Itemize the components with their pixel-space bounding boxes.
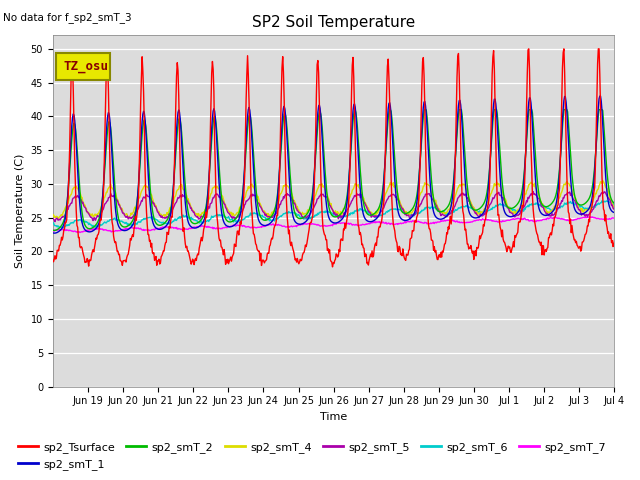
sp2_smT_7	[246, 225, 254, 231]
Text: No data for f_sp2_smT_3: No data for f_sp2_smT_3	[3, 12, 132, 23]
sp2_smT_4	[54, 216, 61, 222]
sp2_smT_6	[58, 225, 66, 231]
Line: sp2_smT_7: sp2_smT_7	[52, 217, 614, 232]
sp2_smT_2	[49, 228, 56, 233]
sp2_smT_4	[246, 182, 254, 188]
sp2_Tsurface	[49, 257, 56, 263]
Legend: sp2_Tsurface, sp2_smT_1, sp2_smT_2, sp2_smT_4, sp2_smT_5, sp2_smT_6, sp2_smT_7: sp2_Tsurface, sp2_smT_1, sp2_smT_2, sp2_…	[13, 438, 611, 474]
sp2_smT_2	[386, 107, 394, 112]
sp2_smT_1	[116, 225, 124, 230]
sp2_smT_7	[268, 222, 276, 228]
sp2_smT_4	[599, 178, 607, 183]
sp2_smT_5	[529, 189, 537, 194]
sp2_smT_4	[392, 189, 400, 194]
sp2_Tsurface	[115, 252, 122, 258]
Line: sp2_smT_2: sp2_smT_2	[52, 109, 614, 230]
sp2_smT_1	[268, 219, 276, 225]
sp2_smT_2	[246, 114, 254, 120]
sp2_smT_1	[424, 136, 431, 142]
sp2_smT_2	[116, 219, 124, 225]
sp2_Tsurface	[424, 211, 431, 217]
sp2_smT_4	[611, 206, 618, 212]
Line: sp2_smT_4: sp2_smT_4	[52, 180, 614, 219]
sp2_smT_5	[219, 198, 227, 204]
sp2_smT_5	[611, 207, 618, 213]
Line: sp2_smT_6: sp2_smT_6	[52, 201, 614, 228]
sp2_smT_1	[51, 230, 58, 236]
sp2_smT_1	[596, 93, 604, 99]
sp2_smT_4	[268, 209, 276, 215]
sp2_smT_1	[49, 230, 56, 236]
sp2_smT_6	[392, 207, 400, 213]
sp2_smT_2	[393, 185, 401, 191]
sp2_smT_4	[219, 193, 227, 199]
sp2_smT_4	[116, 201, 124, 207]
sp2_smT_7	[76, 229, 84, 235]
sp2_smT_7	[49, 228, 56, 234]
sp2_smT_6	[116, 218, 124, 224]
sp2_Tsurface	[267, 238, 275, 243]
sp2_smT_1	[219, 216, 227, 221]
Line: sp2_smT_1: sp2_smT_1	[52, 96, 614, 233]
sp2_smT_5	[49, 215, 56, 221]
Line: sp2_Tsurface: sp2_Tsurface	[52, 49, 614, 267]
sp2_smT_7	[424, 220, 431, 226]
sp2_Tsurface	[392, 238, 400, 244]
Line: sp2_smT_5: sp2_smT_5	[52, 192, 614, 222]
sp2_smT_6	[268, 218, 276, 224]
sp2_smT_7	[219, 225, 227, 231]
sp2_smT_5	[424, 191, 431, 197]
sp2_smT_4	[424, 181, 431, 187]
sp2_smT_2	[51, 228, 58, 233]
sp2_smT_7	[586, 214, 593, 220]
sp2_smT_2	[268, 213, 276, 219]
sp2_smT_1	[611, 210, 618, 216]
sp2_smT_2	[611, 200, 618, 206]
Title: SP2 Soil Temperature: SP2 Soil Temperature	[252, 15, 415, 30]
sp2_smT_6	[246, 210, 254, 216]
sp2_smT_6	[611, 200, 618, 206]
Text: TZ_osu: TZ_osu	[63, 60, 108, 73]
sp2_smT_2	[219, 204, 227, 210]
sp2_smT_7	[392, 221, 400, 227]
sp2_smT_5	[246, 192, 254, 198]
sp2_smT_1	[392, 195, 400, 201]
sp2_smT_5	[116, 202, 124, 208]
sp2_smT_7	[611, 215, 618, 221]
sp2_Tsurface	[218, 244, 226, 250]
sp2_smT_7	[116, 228, 124, 233]
sp2_Tsurface	[329, 264, 337, 270]
sp2_smT_6	[49, 220, 56, 226]
sp2_smT_4	[49, 214, 56, 220]
sp2_smT_1	[246, 114, 254, 120]
Y-axis label: Soil Temperature (C): Soil Temperature (C)	[15, 154, 25, 268]
sp2_smT_6	[598, 198, 606, 204]
sp2_Tsurface	[525, 46, 532, 52]
X-axis label: Time: Time	[320, 412, 348, 422]
sp2_smT_6	[424, 204, 431, 210]
sp2_Tsurface	[611, 238, 618, 243]
sp2_smT_2	[424, 133, 432, 139]
sp2_smT_6	[219, 212, 227, 217]
sp2_Tsurface	[246, 133, 253, 139]
sp2_smT_5	[51, 219, 59, 225]
sp2_smT_5	[268, 214, 276, 219]
sp2_smT_5	[392, 194, 400, 200]
